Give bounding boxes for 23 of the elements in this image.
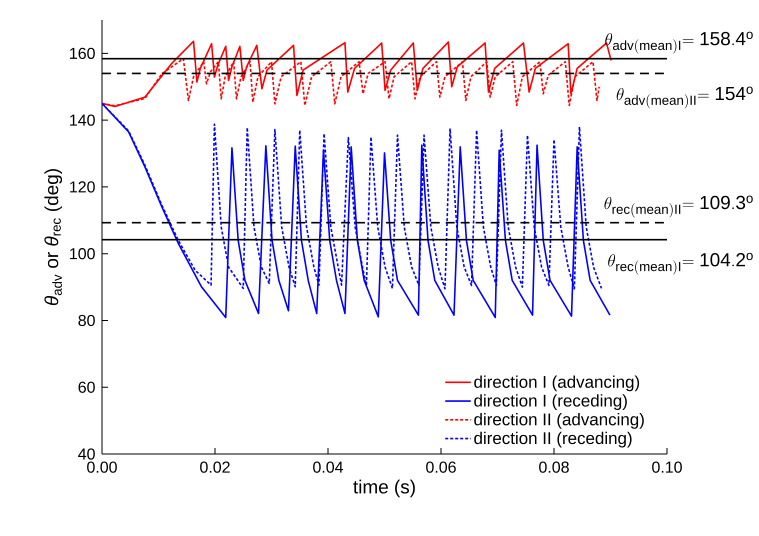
y-tick-label: 100 (70, 248, 95, 260)
legend-label: direction I (receding) (474, 394, 627, 410)
legend-label: direction II (receding) (474, 432, 632, 448)
y-tick-label: 160 (70, 48, 95, 60)
x-tick-label: 0.08 (539, 462, 569, 473)
x-tick-label: 0.00 (87, 462, 117, 473)
ref-line-label: $\theta_{\mathrm{adv(mean)II}}\mathrm{=154^{o}}$ (616, 86, 753, 108)
y-tick-label: 120 (70, 181, 95, 193)
x-tick-label: 0.10 (652, 462, 682, 473)
y-tick-label: 60 (78, 382, 95, 393)
ref-line-label: $\theta_{\mathrm{adv(mean)I}}\mathrm{=158.4^{o}}$ (605, 32, 753, 54)
x-axis-title: time (s) (353, 480, 415, 498)
x-tick-label: 0.02 (200, 462, 230, 473)
x-tick-label: 0.04 (313, 462, 344, 473)
legend-label: direction I (advancing) (474, 375, 640, 392)
y-tick-label: 140 (70, 114, 95, 126)
ref-line-label: $\theta_{\mathrm{rec(mean)II}}\mathrm{=109.3^{o}}$ (604, 196, 753, 218)
y-tick-label: 40 (78, 448, 95, 460)
legend-label: direction II (advancing) (474, 412, 644, 429)
x-tick-label: 0.06 (426, 462, 456, 473)
ref-line-label: $\theta_{\mathrm{rec(mean)I}}\mathrm{=104.2^{o}}$ (608, 252, 753, 275)
y-tick-label: 80 (78, 314, 95, 326)
y-axis-title: θ$_{adv}$ or θ$_{rec}$ (deg) (44, 169, 62, 306)
